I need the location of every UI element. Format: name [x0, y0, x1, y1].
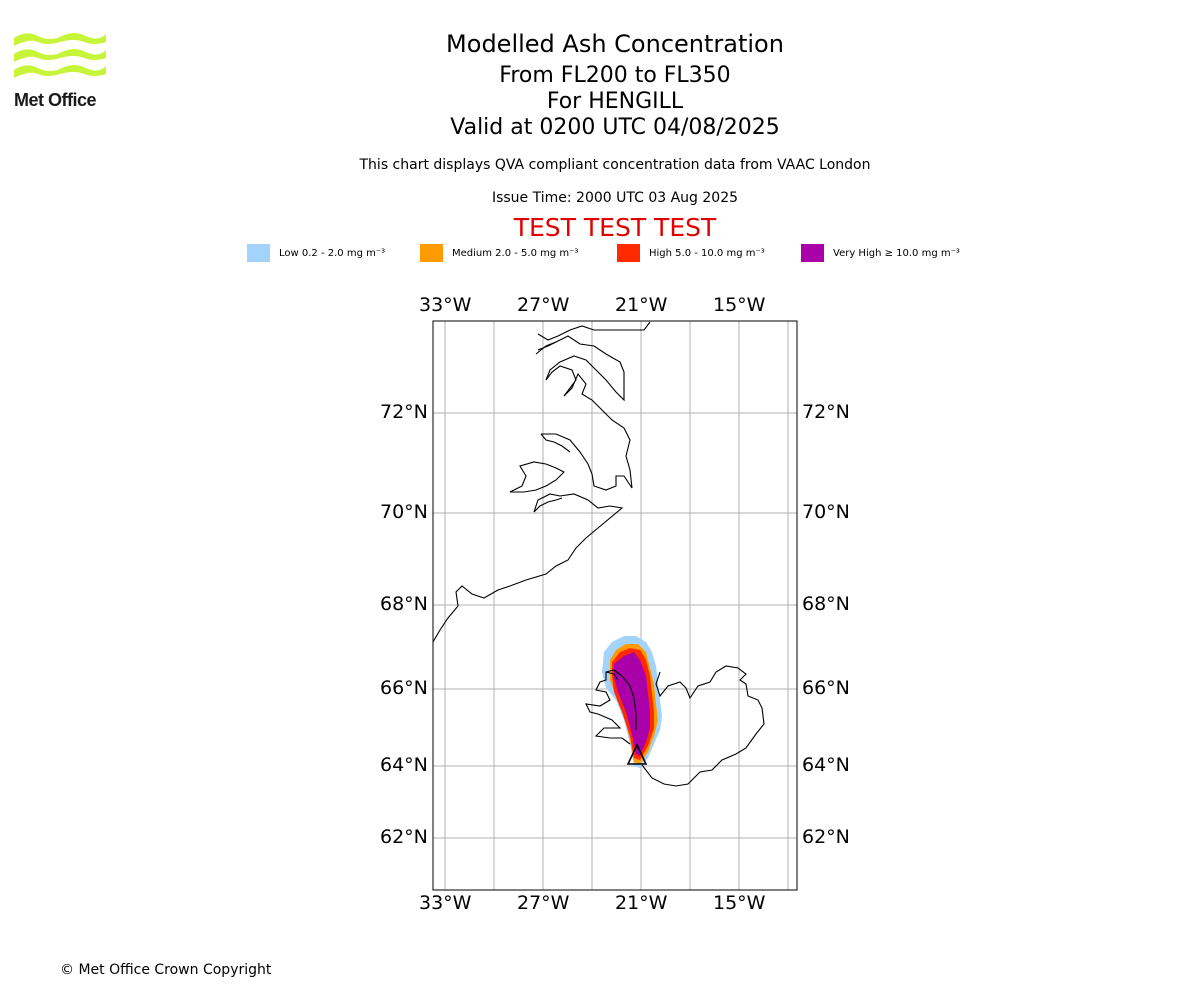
volcano-name: For HENGILL: [546, 89, 684, 114]
lon-label-bottom-15w: 15°W: [713, 892, 766, 914]
legend-label-very-high: Very High ≥ 10.0 mg m⁻³: [833, 247, 960, 259]
legend-label-high: High 5.0 - 10.0 mg m⁻³: [649, 247, 765, 259]
volcano-triangle-icon: [626, 743, 648, 765]
lon-label-top-33w: 33°W: [419, 294, 472, 316]
lon-label-top-27w: 27°W: [517, 294, 570, 316]
lat-label-right-66n: 66°N: [802, 677, 850, 699]
lon-label-top-21w: 21°W: [615, 294, 668, 316]
lon-label-bottom-33w: 33°W: [419, 892, 472, 914]
lat-label-right-62n: 62°N: [802, 826, 850, 848]
test-banner: TEST TEST TEST: [513, 213, 717, 242]
iceland-coastline: [585, 665, 765, 787]
lat-label-right-64n: 64°N: [802, 754, 850, 776]
flight-level-range: From FL200 to FL350: [499, 63, 731, 88]
legend-item-very-high: Very High ≥ 10.0 mg m⁻³: [801, 244, 960, 262]
lon-label-bottom-21w: 21°W: [615, 892, 668, 914]
legend-item-high: High 5.0 - 10.0 mg m⁻³: [617, 244, 765, 262]
issue-time: Issue Time: 2000 UTC 03 Aug 2025: [491, 190, 739, 206]
met-office-waves-icon: [14, 33, 106, 78]
legend-swatch-high: [617, 244, 640, 262]
lat-label-right-72n: 72°N: [802, 401, 850, 423]
lat-label-left-64n: 64°N: [380, 754, 428, 776]
chart-title: Modelled Ash Concentration: [446, 30, 784, 58]
ash-plume: [602, 636, 662, 768]
legend-swatch-very-high: [801, 244, 824, 262]
lat-label-right-68n: 68°N: [802, 593, 850, 615]
lat-label-right-70n: 70°N: [802, 501, 850, 523]
lat-label-left-70n: 70°N: [380, 501, 428, 523]
legend-item-medium: Medium 2.0 - 5.0 mg m⁻³: [420, 244, 578, 262]
legend-swatch-medium: [420, 244, 443, 262]
lat-label-left-72n: 72°N: [380, 401, 428, 423]
legend-label-low: Low 0.2 - 2.0 mg m⁻³: [279, 247, 386, 259]
lon-label-top-15w: 15°W: [713, 294, 766, 316]
lon-label-bottom-27w: 27°W: [517, 892, 570, 914]
legend-label-medium: Medium 2.0 - 5.0 mg m⁻³: [452, 247, 579, 259]
lat-label-left-68n: 68°N: [380, 593, 428, 615]
lat-label-left-66n: 66°N: [380, 677, 428, 699]
lat-label-left-62n: 62°N: [380, 826, 428, 848]
graticule: [433, 321, 797, 890]
logo-wordmark: Met Office: [14, 90, 97, 110]
legend-swatch-low: [247, 244, 270, 262]
valid-time: Valid at 0200 UTC 04/08/2025: [450, 115, 780, 140]
copyright-notice: © Met Office Crown Copyright: [60, 962, 272, 978]
chart-subtitle: This chart displays QVA compliant concen…: [359, 157, 871, 173]
map-frame: [432, 320, 798, 891]
greenland-coastline: [432, 321, 651, 643]
met-office-logo: Met Office: [14, 30, 109, 111]
legend-item-low: Low 0.2 - 2.0 mg m⁻³: [247, 244, 385, 262]
